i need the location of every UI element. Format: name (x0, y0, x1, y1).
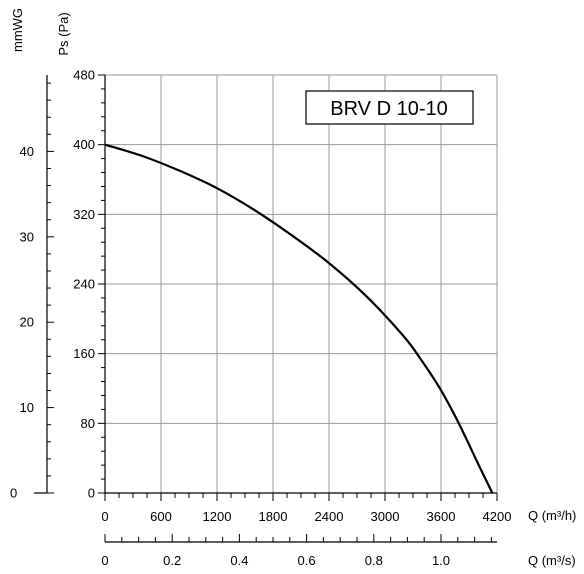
x-tick-label-m3h: 2400 (315, 509, 344, 524)
x-tick-label-m3s: 1.0 (432, 553, 450, 568)
y-axis-title-pa: Ps (Pa) (56, 12, 71, 55)
x-tick-label-m3s: 0 (101, 553, 108, 568)
x-tick-label-m3h: 3600 (427, 509, 456, 524)
x-tick-label-m3s: 0.2 (163, 553, 181, 568)
y-tick-label-mmwg: 0 (10, 486, 17, 501)
y-tick-label-pa: 480 (73, 68, 95, 83)
x-tick-label-m3h: 600 (150, 509, 172, 524)
x-tick-label-m3h: 1800 (259, 509, 288, 524)
x-tick-label-m3s: 0.6 (298, 553, 316, 568)
y-tick-label-pa: 400 (73, 137, 95, 152)
series-line (104, 143, 494, 494)
y-tick-label-mmwg: 30 (20, 229, 34, 244)
ticks (47, 74, 498, 542)
x-tick-label-m3h: 4200 (483, 509, 512, 524)
x-tick-label-m3h: 3000 (371, 509, 400, 524)
y-tick-label-pa: 0 (88, 486, 95, 501)
y-tick-label-pa: 320 (73, 207, 95, 222)
y-tick-label-pa: 240 (73, 277, 95, 292)
model-label: BRV D 10-10 (330, 98, 447, 120)
x-tick-label-m3h: 1200 (203, 509, 232, 524)
x-axis-title-m3h: Q (m³/h) (528, 508, 576, 523)
x-tick-label-m3s: 0.4 (230, 553, 248, 568)
y-tick-label-mmwg: 40 (20, 144, 34, 159)
y-tick-label-pa: 80 (81, 416, 95, 431)
y-axis-title-mmwg: mmWG (10, 8, 25, 52)
model-label-box (305, 90, 474, 125)
x-tick-label-m3s: 0.8 (365, 553, 383, 568)
y-tick-label-mmwg: 10 (20, 400, 34, 415)
x-axis-title-m3s: Q (m³/s) (528, 553, 576, 568)
x-tick-label-m3h: 0 (101, 509, 108, 524)
grid (105, 74, 498, 493)
y-tick-label-pa: 160 (73, 346, 95, 361)
y-tick-label-mmwg: 20 (20, 315, 34, 330)
